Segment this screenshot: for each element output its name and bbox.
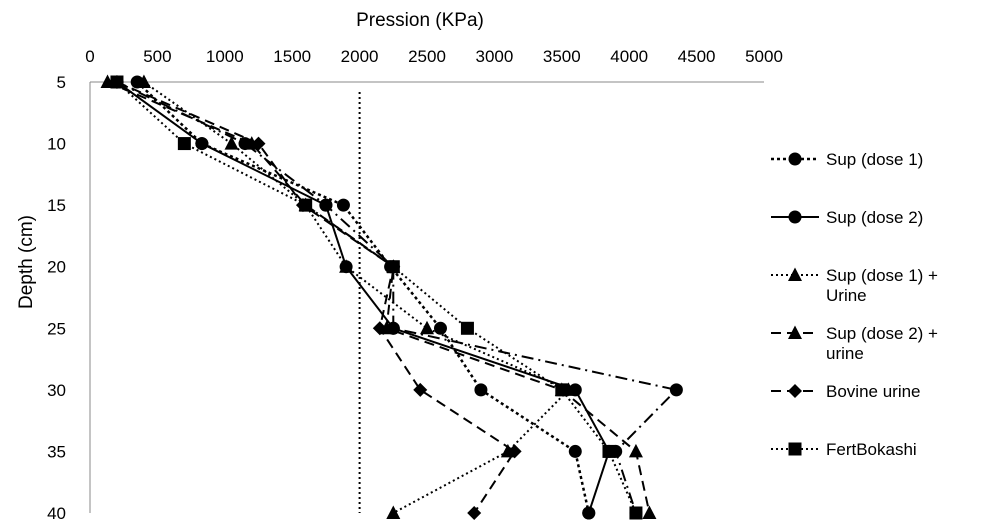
y-tick-label: 10	[47, 135, 66, 154]
data-point	[420, 320, 434, 335]
data-point	[372, 321, 387, 336]
data-point	[609, 444, 623, 458]
legend-item: Sup (dose 1) + Urine	[771, 266, 938, 305]
legend-item: FertBokashi	[771, 440, 917, 459]
y-tick-label: 5	[57, 73, 66, 92]
x-tick-label: 1500	[273, 47, 311, 66]
y-tick-label: 15	[47, 196, 66, 215]
legend-item: Sup (dose 2) + urine	[771, 324, 938, 363]
legend-marker	[788, 384, 802, 398]
y-tick-label: 25	[47, 319, 66, 338]
series-line	[136, 81, 590, 514]
data-point	[238, 137, 252, 151]
x-tick-label: 2500	[408, 47, 446, 66]
legend: Sup (dose 1) Sup (dose 2) Sup (dose 1) + Ur…	[771, 150, 938, 459]
y-tick-label: 40	[47, 504, 66, 523]
x-tick-label: 1000	[206, 47, 244, 66]
data-point	[555, 383, 569, 397]
legend-label-line: Bovine urine	[826, 382, 921, 401]
legend-item: Bovine urine	[771, 382, 921, 401]
axes: 0 500 1000 1500 2000 2500 3000 3500 4000 4500 5000…	[47, 47, 783, 523]
data-point	[642, 505, 657, 519]
legend-label-line: Sup (dose 1)	[826, 150, 923, 169]
legend-marker	[788, 325, 802, 339]
series-7	[110, 75, 683, 520]
series-group	[100, 74, 683, 520]
data-point	[460, 321, 474, 335]
series-line	[116, 81, 678, 514]
legend-label: Sup (dose 2) + urine	[826, 324, 938, 363]
legend-label: Sup (dose 1)	[826, 150, 923, 169]
legend-label: Sup (dose 1) + Urine	[826, 266, 938, 305]
y-tick-label: 35	[47, 442, 66, 461]
legend-label: Sup (dose 2)	[826, 208, 923, 227]
legend-label-line: Sup (dose 2)	[826, 208, 923, 227]
legend-label-line: FertBokashi	[826, 440, 917, 459]
data-point	[568, 444, 582, 458]
series-3	[136, 74, 576, 519]
data-point	[467, 506, 482, 520]
x-tick-label: 4500	[678, 47, 716, 66]
data-point	[629, 506, 643, 520]
data-point	[251, 136, 266, 151]
legend-marker	[788, 267, 802, 281]
data-point	[224, 136, 239, 150]
data-point	[582, 506, 596, 520]
legend-marker	[788, 210, 802, 224]
series-5	[109, 75, 522, 520]
x-tick-label: 500	[143, 47, 171, 66]
data-point	[319, 198, 333, 212]
y-tick-label: 30	[47, 381, 66, 400]
legend-label-line: Urine	[826, 286, 867, 305]
y-tick-label: 20	[47, 258, 66, 277]
legend-marker	[788, 442, 802, 456]
data-point	[669, 383, 683, 397]
x-axis-title: Pression (KPa)	[356, 10, 484, 31]
data-point	[299, 198, 313, 212]
x-tick-label: 0	[85, 47, 94, 66]
data-point	[386, 505, 401, 519]
x-tick-label: 3000	[475, 47, 513, 66]
series-line	[107, 81, 651, 514]
data-point	[413, 382, 428, 397]
data-point	[136, 74, 151, 88]
y-axis-title: Depth (cm)	[16, 215, 37, 309]
legend-label-line: Sup (dose 1) +	[826, 266, 938, 285]
data-point	[386, 260, 400, 274]
data-point	[474, 383, 488, 397]
series-6	[110, 75, 643, 520]
legend-label: Bovine urine	[826, 382, 921, 401]
data-point	[507, 444, 522, 459]
x-tick-label: 2000	[341, 47, 379, 66]
data-point	[336, 198, 350, 212]
legend-marker	[788, 152, 802, 166]
data-point	[339, 259, 354, 273]
legend-label-line: Sup (dose 2) +	[826, 324, 938, 343]
data-point	[433, 321, 447, 335]
series-line	[116, 81, 637, 514]
legend-label: FertBokashi	[826, 440, 917, 459]
series-line	[116, 81, 516, 514]
series-line	[143, 81, 570, 514]
data-point	[628, 443, 643, 458]
x-tick-label: 4000	[610, 47, 648, 66]
x-tick-label: 5000	[745, 47, 783, 66]
legend-label-line: urine	[826, 344, 864, 363]
data-point	[386, 321, 400, 335]
data-point	[110, 75, 124, 89]
legend-item: Sup (dose 2)	[771, 208, 923, 227]
x-tick-label: 3500	[543, 47, 581, 66]
data-point	[177, 137, 191, 151]
legend-item: Sup (dose 1)	[771, 150, 923, 169]
data-point	[195, 137, 209, 151]
series-line	[116, 81, 610, 514]
